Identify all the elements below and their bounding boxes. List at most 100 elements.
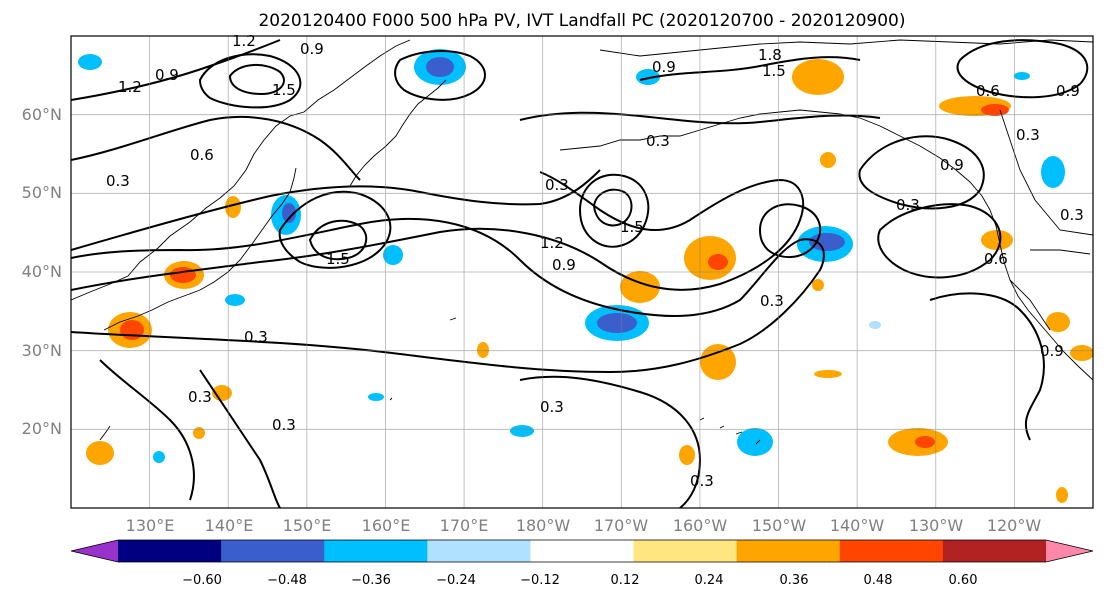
pv-contour <box>198 53 302 109</box>
contour-label: 0.9 <box>300 40 324 58</box>
ivt-negative-region <box>282 203 296 223</box>
ivt-positive-region <box>1056 487 1068 503</box>
lon-tick-label: 160°W <box>673 516 728 535</box>
contour-label: 1.5 <box>326 250 350 268</box>
lon-tick-label: 120°W <box>987 516 1042 535</box>
map-frame <box>70 35 1094 509</box>
contour-label: 0.9 <box>1056 82 1080 100</box>
pv-contour <box>877 203 1002 279</box>
colorbar: −0.60 −0.48 −0.36 −0.24 −0.12 0.12 0.24 … <box>70 539 1094 588</box>
pv-contour <box>929 292 1045 441</box>
lat-tick-label: 20°N <box>22 419 62 438</box>
ivt-positive-region <box>170 267 196 283</box>
pv-contours <box>71 39 1089 508</box>
contour-label: 1.5 <box>272 81 296 99</box>
contour-label: 0.3 <box>106 172 130 190</box>
contour-label: 0.9 <box>1040 342 1064 360</box>
contour-label: 0.3 <box>540 398 564 416</box>
lat-tick-label: 50°N <box>22 183 62 202</box>
map-panel: 1.2 0.9 1.5 1.2 0.9 0.6 0.3 1.5 0.3 0.3 … <box>22 32 1094 535</box>
contour-label: 0.3 <box>244 328 268 346</box>
ivt-positive-region <box>477 342 489 358</box>
colorbar-tick-label: 0.60 <box>949 573 978 588</box>
contour-label: 0.3 <box>272 416 296 434</box>
colorbar-outline <box>70 539 1094 563</box>
pv-contour <box>639 56 861 81</box>
ivt-positive-region <box>708 254 728 270</box>
colorbar-segment <box>118 540 222 562</box>
ivt-positive-region <box>679 445 695 465</box>
ivt-negative-region <box>1041 156 1065 188</box>
ivt-negative-region <box>597 313 637 333</box>
ivt-positive-region <box>981 230 1013 250</box>
colorbar-segment <box>942 540 1047 562</box>
pv-contour <box>71 169 601 251</box>
contour-label: 1.2 <box>540 234 564 252</box>
pv-contour <box>228 64 285 96</box>
ivt-positive-region <box>814 370 842 378</box>
contour-label: 0.9 <box>155 66 179 84</box>
ivt-negative-region <box>78 54 102 70</box>
colorbar-tick-label: −0.12 <box>520 573 560 588</box>
ivt-positive-region <box>792 59 844 95</box>
coastline-north-america <box>989 209 1093 381</box>
pv-contour <box>758 203 822 258</box>
contour-label: 0.6 <box>190 146 214 164</box>
contour-label: 0.3 <box>896 196 920 214</box>
pv-contour <box>199 369 281 508</box>
contour-label: 0.9 <box>940 156 964 174</box>
pv-contour <box>71 115 361 181</box>
lon-tick-label: 140°E <box>205 516 254 535</box>
contour-label: 1.5 <box>620 218 644 236</box>
lat-tick-label: 60°N <box>22 105 62 124</box>
contour-label: 1.8 <box>758 46 782 64</box>
lon-tick-label: 140°W <box>830 516 885 535</box>
ivt-negative-region <box>636 69 660 85</box>
ivt-negative-region <box>368 393 384 401</box>
colorbar-segment <box>324 540 428 562</box>
ivt-positive-region <box>1046 312 1070 332</box>
lon-tick-label: 170°W <box>594 516 649 535</box>
coastline-kamchatka <box>349 79 447 187</box>
ivt-positive-region <box>812 279 824 291</box>
colorbar-segment <box>736 540 841 562</box>
ivt-negative-region <box>225 294 245 306</box>
lon-tick-label: 170°E <box>440 516 489 535</box>
pv-contour <box>578 173 650 248</box>
ivt-negative-region <box>510 425 534 437</box>
ivt-positive-region <box>1070 345 1093 361</box>
coastline-arctic <box>599 39 1093 57</box>
ivt-shading <box>78 49 1093 503</box>
ivt-negative-region <box>869 321 881 329</box>
pv-contour <box>99 359 195 501</box>
contour-label: 0.6 <box>984 250 1008 268</box>
colorbar-tick-label: 0.36 <box>780 573 809 588</box>
colorbar-tick-label: −0.24 <box>436 573 476 588</box>
contour-label: 0.3 <box>1016 126 1040 144</box>
pv-contour <box>394 50 486 101</box>
colorbar-segment <box>633 540 738 562</box>
gridlines <box>71 36 1093 508</box>
colorbar-extend-min <box>71 540 118 562</box>
pv-contour <box>278 190 392 269</box>
colorbar-tick-labels: −0.60 −0.48 −0.36 −0.24 −0.12 0.12 0.24 … <box>182 573 977 588</box>
ivt-positive-region <box>193 427 205 439</box>
contour-label-group: 1.2 0.9 1.5 1.2 0.9 0.6 0.3 1.5 0.3 0.3 … <box>106 32 1084 490</box>
lon-tick-label: 150°E <box>283 516 332 535</box>
pv-contour <box>519 375 702 508</box>
colorbar-segments <box>70 539 1094 563</box>
lon-tick-labels: 130°E 140°E 150°E 160°E 170°E 180°W 170°… <box>126 516 1042 535</box>
ivt-positive-region <box>915 436 935 448</box>
ivt-positive-region <box>700 344 736 380</box>
colorbar-segment <box>839 540 944 562</box>
colorbar-segment <box>221 540 325 562</box>
coastline-alaska <box>559 109 991 211</box>
contour-label: 1.2 <box>232 32 256 50</box>
pv-contour <box>858 135 985 210</box>
contour-label: 0.3 <box>545 176 569 194</box>
lon-tick-label: 130°E <box>126 516 175 535</box>
lon-tick-label: 130°W <box>909 516 964 535</box>
lat-tick-labels: 20°N 30°N 40°N 50°N 60°N <box>22 105 62 438</box>
contour-label: 0.3 <box>646 132 670 150</box>
